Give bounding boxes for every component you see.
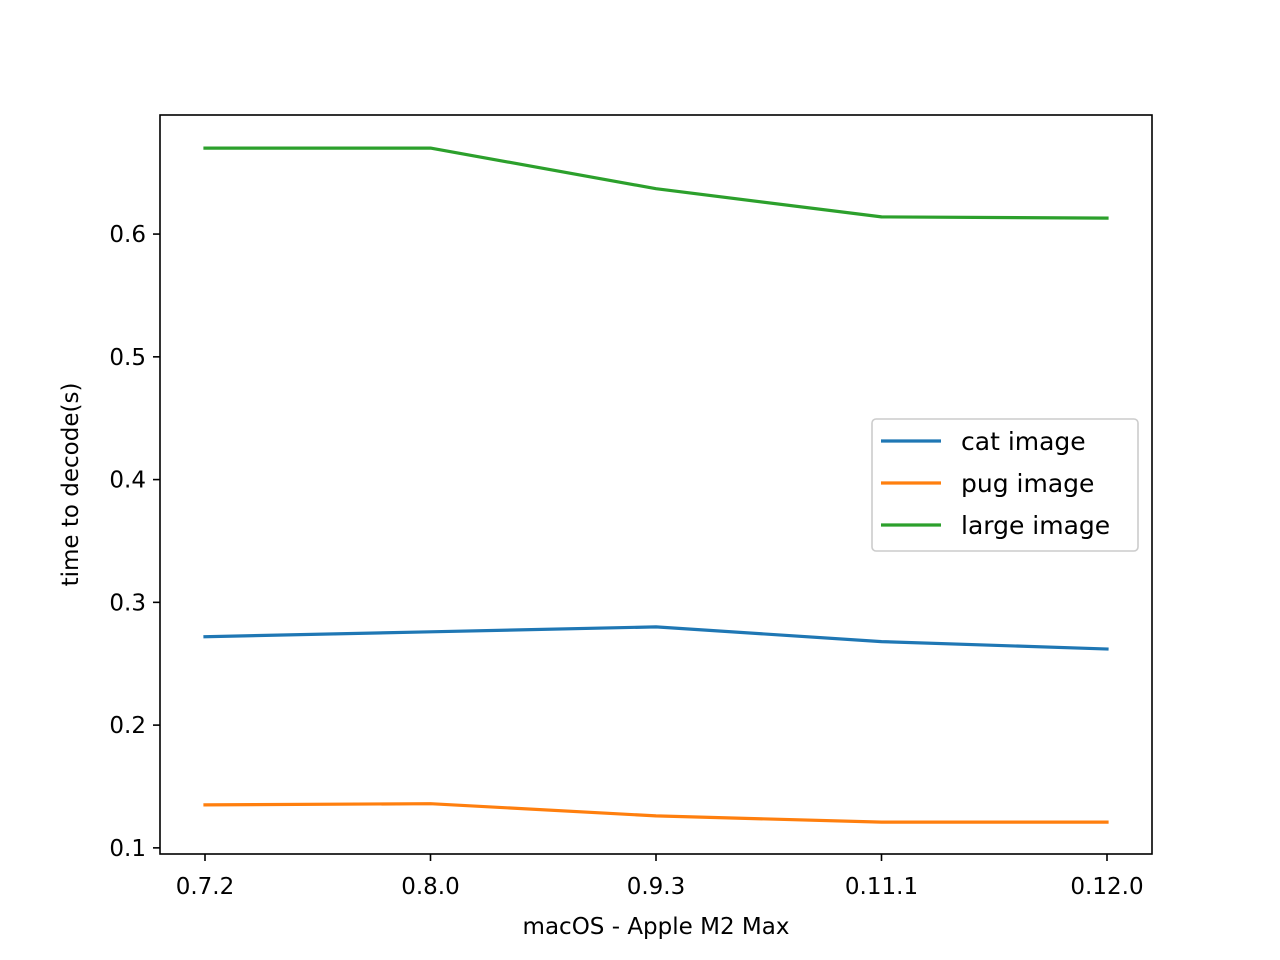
x-tick-label: 0.8.0 [401,874,460,900]
x-tick-label: 0.11.1 [845,874,918,900]
series-line-cat-image [203,625,1109,651]
y-tick-label: 0.5 [109,345,146,371]
y-tick-label: 0.2 [109,713,146,739]
y-tick-label: 0.3 [109,590,146,616]
x-axis-label: macOS - Apple M2 Max [523,914,790,940]
series-layer [203,146,1109,824]
legend-label-large-image: large image [961,511,1110,540]
x-tick-label: 0.12.0 [1070,874,1143,900]
series-line-large-image [203,146,1109,220]
x-tick-label: 0.9.3 [627,874,686,900]
y-tick-label: 0.6 [109,222,146,248]
y-axis: 0.1 0.2 0.3 0.4 0.5 0.6 [109,222,160,862]
legend: cat image pug image large image [871,418,1139,552]
y-tick-label: 0.1 [109,836,146,862]
series-line-pug-image [203,802,1109,824]
legend-label-cat-image: cat image [961,427,1086,456]
legend-box [871,418,1139,552]
y-axis-label: time to decode(s) [58,383,84,587]
legend-label-pug-image: pug image [961,469,1094,498]
x-tick-label: 0.7.2 [176,874,235,900]
x-axis: 0.7.2 0.8.0 0.9.3 0.11.1 0.12.0 [176,854,1144,900]
y-tick-label: 0.4 [109,468,146,494]
